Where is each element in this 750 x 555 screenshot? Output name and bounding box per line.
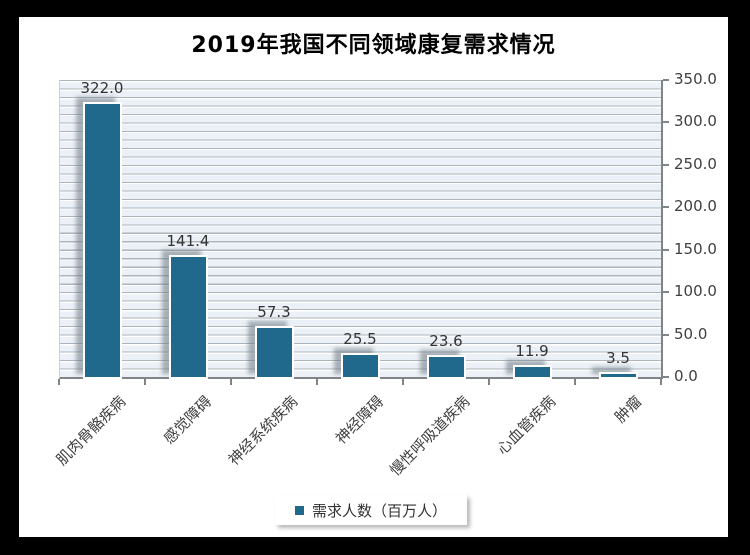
plot-area [59,80,662,379]
bar [598,372,638,379]
y-tick [663,248,669,251]
category-label: 慢性呼吸道疾病 [386,392,474,480]
x-tick [660,379,662,385]
bar-value-label: 23.6 [429,331,463,350]
bar-value-label: 141.4 [166,232,210,250]
bar-value-label: 3.5 [606,349,630,368]
y-tick [663,291,669,294]
legend-label: 需求人数（百万人） [312,501,448,520]
x-tick [316,379,318,385]
y-tick-label: 350.0 [674,70,717,88]
bar-value-label: 11.9 [515,341,549,360]
bar [340,353,380,379]
x-tick [230,379,232,385]
y-tick-label: 250.0 [674,154,717,173]
chart-title: 2019年我国不同领域康复需求情况 [191,33,556,58]
y-tick [663,79,669,81]
bar [512,364,552,379]
category-label: 肿瘤 [611,392,646,427]
y-tick [663,206,669,209]
y-tick-label: 300.0 [674,112,717,131]
bar [426,354,466,379]
bar [254,326,294,379]
y-tick-label: 200.0 [674,197,717,216]
legend-marker-icon [295,505,304,515]
bar [168,255,208,379]
category-label: 肌肉骨骼疾病 [52,392,130,469]
bar-value-label: 322.0 [80,78,124,97]
bar-value-label: 25.5 [343,330,377,349]
y-tick-label: 0.0 [674,367,698,385]
x-tick [402,379,404,385]
category-label: 心血管疾病 [493,392,560,459]
category-label: 神经系统疾病 [224,392,302,469]
category-label: 感觉障碍 [159,392,216,448]
y-tick-label: 50.0 [674,324,708,343]
x-tick [574,379,576,385]
y-axis-line [661,80,663,379]
y-tick [663,121,669,124]
x-tick [144,379,146,385]
x-tick [58,379,60,385]
legend: 需求人数（百万人） [275,495,468,525]
y-tick-label: 100.0 [674,282,717,301]
y-tick [663,376,669,378]
y-tick [663,163,669,166]
bar-value-label: 57.3 [257,303,291,322]
chart-panel: 2019年我国不同领域康复需求情况 需求人数（百万人） 0.0 50.0 100.0… [19,17,728,537]
category-label: 神经障碍 [331,392,388,448]
y-tick [663,333,669,336]
x-tick [488,379,490,385]
bar [82,101,122,379]
y-tick-label: 150.0 [674,239,717,258]
